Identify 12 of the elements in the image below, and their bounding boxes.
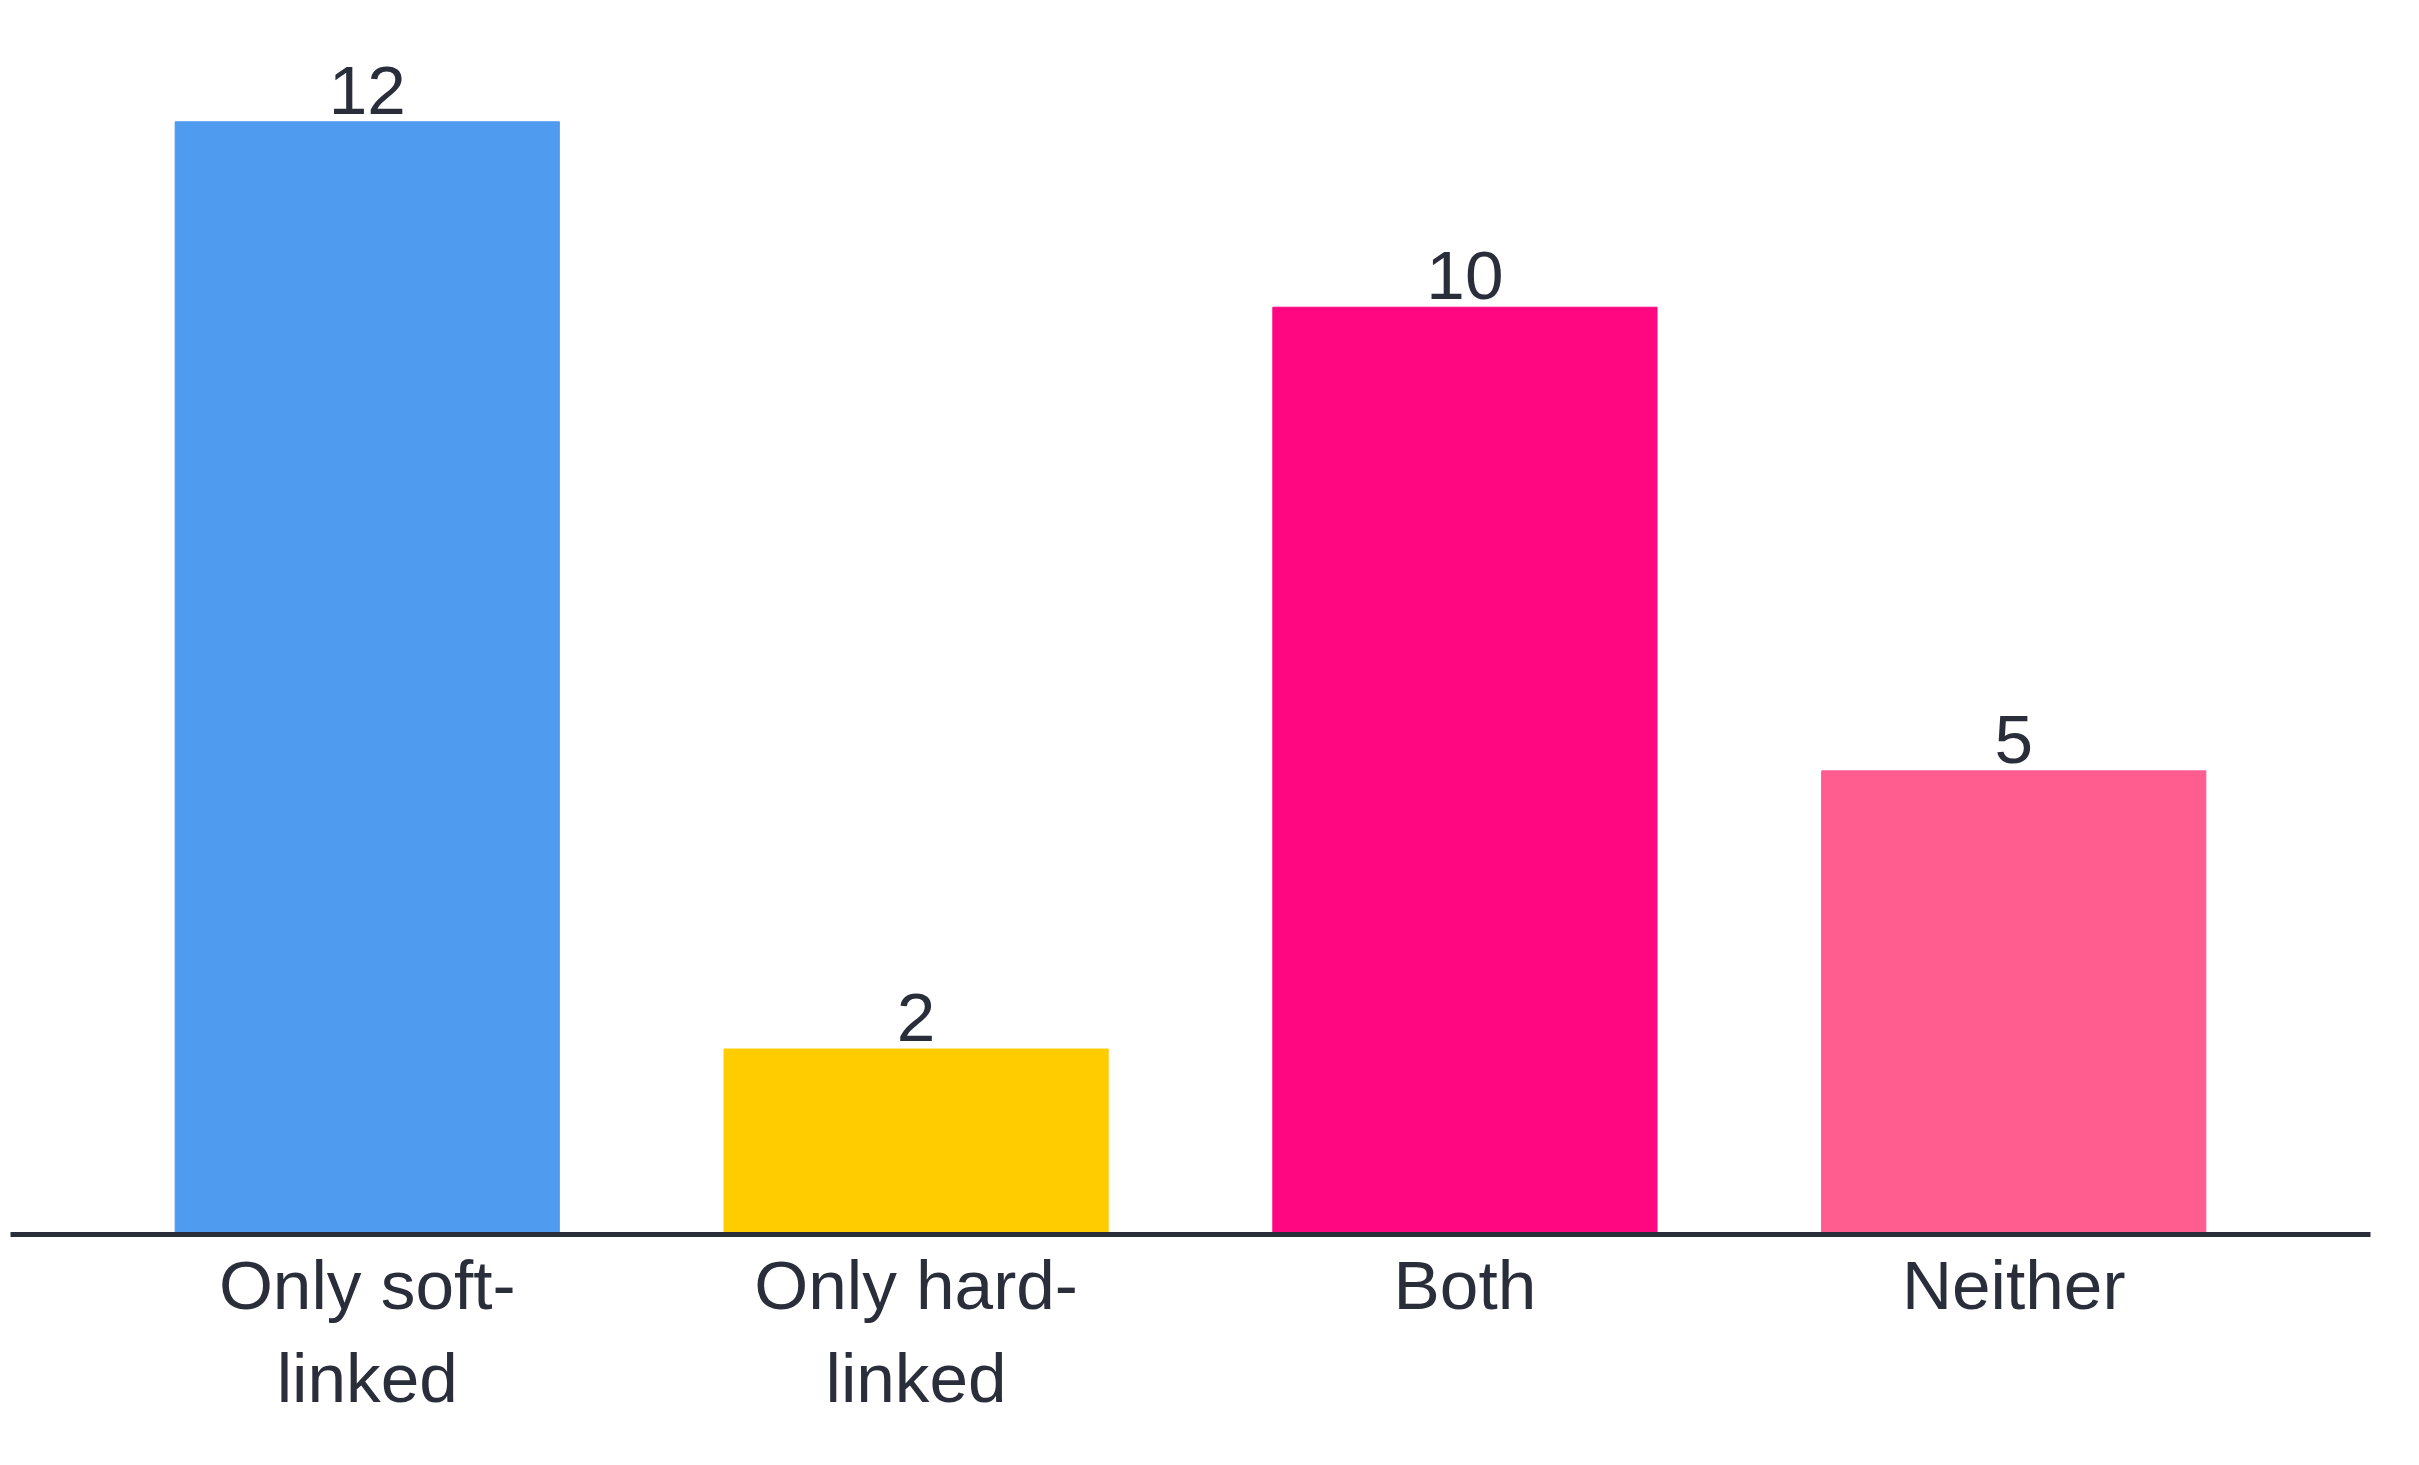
bar (1821, 770, 2207, 1235)
data-label: 10 (1426, 236, 1504, 315)
x-tick-label: Only soft-linked (218, 1245, 516, 1418)
bar (174, 121, 560, 1235)
bar (723, 1048, 1109, 1235)
data-label: 5 (1994, 699, 2034, 778)
bar (1272, 306, 1658, 1235)
x-tick-label: Neither (1902, 1245, 2126, 1324)
x-tick-label: Both (1393, 1245, 1537, 1324)
x-tick-label: Only hard-linked (754, 1245, 1078, 1418)
data-label: 12 (328, 50, 406, 129)
data-label: 2 (896, 978, 936, 1057)
